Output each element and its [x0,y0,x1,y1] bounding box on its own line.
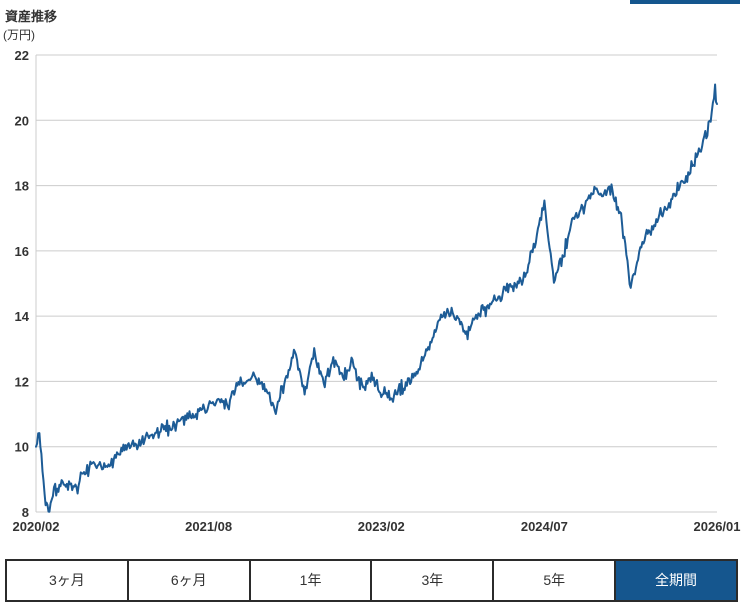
period-button-1y[interactable]: 1年 [248,561,371,600]
y-tick-label-22: 22 [15,48,29,63]
y-tick-label-10: 10 [15,440,29,455]
y-tick-label-12: 12 [15,374,29,389]
period-selector: 3ヶ月 6ヶ月 1年 3年 5年 全期間 [5,559,738,602]
y-tick-label-16: 16 [15,244,29,259]
y-tick-label-8: 8 [22,505,29,520]
x-tick-label-2021-08: 2021/08 [185,519,232,534]
period-button-3y[interactable]: 3年 [370,561,493,600]
y-tick-label-20: 20 [15,113,29,128]
y-axis-unit-label: (万円) [3,28,35,42]
period-button-5y[interactable]: 5年 [492,561,615,600]
y-tick-label-14: 14 [15,309,30,324]
x-tick-label-2024-07: 2024/07 [521,519,568,534]
asset-value-line [35,83,718,513]
x-tick-label-2023-02: 2023/02 [358,519,405,534]
period-button-6m[interactable]: 6ヶ月 [126,561,249,600]
x-tick-label-2026-01: 2026/01 [694,519,741,534]
x-tick-label-2020-02: 2020/02 [13,519,60,534]
cutoff-element-top[interactable] [630,0,740,4]
y-tick-label-18: 18 [15,179,29,194]
period-button-3m[interactable]: 3ヶ月 [7,561,127,600]
page-title: 資産推移 [5,9,58,24]
period-button-all[interactable]: 全期間 [614,561,736,600]
